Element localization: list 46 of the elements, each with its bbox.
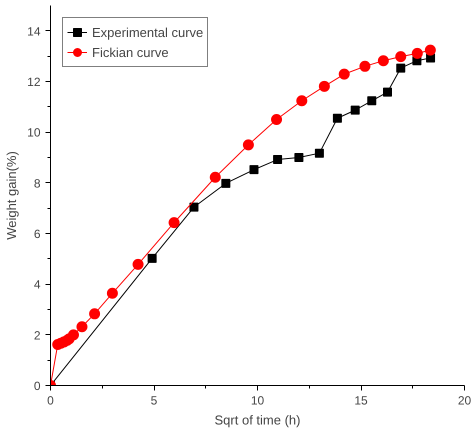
point bbox=[396, 64, 406, 73]
point bbox=[412, 48, 423, 59]
x-axis-title: Sqrt of time (h) bbox=[214, 412, 300, 428]
x-tick-label: 20 bbox=[458, 394, 472, 408]
point bbox=[382, 88, 392, 97]
point bbox=[296, 95, 308, 106]
point bbox=[332, 114, 342, 123]
point bbox=[76, 321, 88, 332]
y-tick-label: 0 bbox=[34, 379, 41, 393]
x-tick-label: 5 bbox=[150, 394, 158, 408]
x-tick-label: 15 bbox=[354, 394, 368, 408]
point bbox=[249, 165, 258, 174]
point bbox=[189, 202, 198, 212]
legend-label: Fickian curve bbox=[92, 44, 169, 60]
x-tick-label: 0 bbox=[47, 394, 54, 408]
x-tick-label: 10 bbox=[250, 394, 264, 408]
point bbox=[314, 148, 324, 158]
point bbox=[148, 254, 157, 263]
point bbox=[271, 114, 282, 125]
point bbox=[378, 55, 389, 66]
point bbox=[273, 155, 282, 164]
point bbox=[395, 51, 406, 62]
point bbox=[168, 217, 180, 228]
y-tick-label: 4 bbox=[34, 278, 41, 292]
point bbox=[359, 60, 370, 72]
legend-label: Experimental curve bbox=[92, 24, 204, 40]
point bbox=[367, 96, 376, 106]
y-tick-label: 8 bbox=[34, 176, 41, 190]
y-tick-label: 12 bbox=[27, 75, 41, 89]
point bbox=[132, 258, 144, 270]
point bbox=[350, 106, 360, 115]
point bbox=[210, 172, 221, 183]
point bbox=[221, 178, 230, 188]
point bbox=[68, 329, 79, 340]
point bbox=[424, 44, 436, 56]
y-tick-label: 10 bbox=[27, 126, 41, 140]
y-axis-title: Weight gain(%) bbox=[4, 151, 20, 240]
y-tick-label: 2 bbox=[34, 328, 41, 342]
point bbox=[242, 139, 254, 150]
point bbox=[89, 308, 100, 320]
y-tick-label: 6 bbox=[34, 227, 41, 241]
y-tick-label: 14 bbox=[27, 24, 41, 38]
point bbox=[318, 80, 330, 92]
point bbox=[106, 288, 118, 299]
point bbox=[294, 153, 304, 162]
point bbox=[338, 68, 350, 80]
